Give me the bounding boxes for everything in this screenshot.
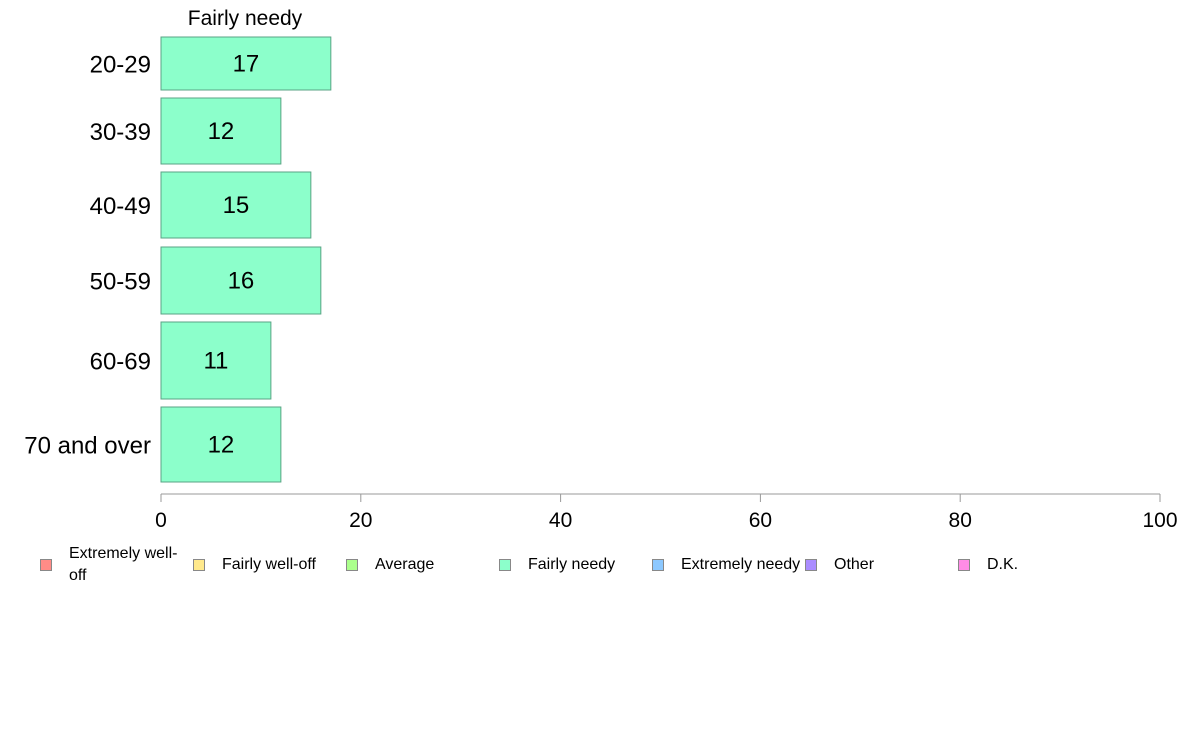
x-tick-label: 100: [1142, 509, 1177, 532]
category-label: 60-69: [90, 349, 151, 376]
bar-30-39: [160, 97, 282, 165]
category-label: 50-59: [90, 269, 151, 296]
x-tick-label: 40: [549, 509, 572, 532]
x-tick-label: 0: [155, 509, 167, 532]
bar-60-69: [160, 321, 272, 400]
bar-value-label: 12: [208, 118, 235, 145]
bar-20-29: [160, 36, 332, 91]
category-label: 70 and over: [24, 433, 151, 460]
legend: Extremely well-off Fairly well-off Average…: [0, 540, 1188, 590]
bar-value-label: 15: [223, 192, 250, 219]
legend-swatch: [652, 559, 664, 571]
category-label: 30-39: [90, 119, 151, 146]
legend-label: Fairly well-off: [222, 556, 316, 573]
bars-group: 17 20-29 12 30-39 15 40-49 16 50-59 11 60-69 12 70 …: [24, 36, 332, 483]
legend-swatch: [193, 559, 205, 571]
bar-40-49: [160, 171, 312, 239]
panel-title: Fairly needy: [188, 7, 303, 30]
category-label: 20-29: [90, 52, 151, 79]
x-axis: 0 20 40 60 80 100: [155, 493, 1178, 532]
legend-label: Fairly needy: [528, 556, 616, 573]
legend-swatch: [346, 559, 358, 571]
legend-swatch: [40, 559, 52, 571]
x-tick-label: 80: [949, 509, 972, 532]
legend-label: D.K.: [987, 556, 1019, 573]
bar-value-label: 16: [228, 268, 255, 295]
legend-label: Extremely needy: [681, 556, 801, 573]
x-tick-label: 60: [749, 509, 772, 532]
bar-value-label: 12: [208, 432, 235, 459]
bar-chart: Fairly needy 17 20-29 12 30-39 15 40-49 16 50-5…: [24, 7, 1178, 532]
category-label: 40-49: [90, 193, 151, 220]
legend-swatch: [805, 559, 817, 571]
legend-swatch: [499, 559, 511, 571]
legend-swatch: [958, 559, 970, 571]
bar-value-label: 17: [233, 51, 260, 78]
legend-label: Average: [375, 556, 435, 573]
bar-50-59: [160, 246, 322, 315]
x-tick-label: 20: [349, 509, 372, 532]
bar-70-and-over: [160, 406, 282, 483]
legend-label: Other: [834, 556, 875, 573]
bar-value-label: 11: [203, 348, 228, 375]
legend-label: Extremely well-off: [69, 545, 178, 584]
